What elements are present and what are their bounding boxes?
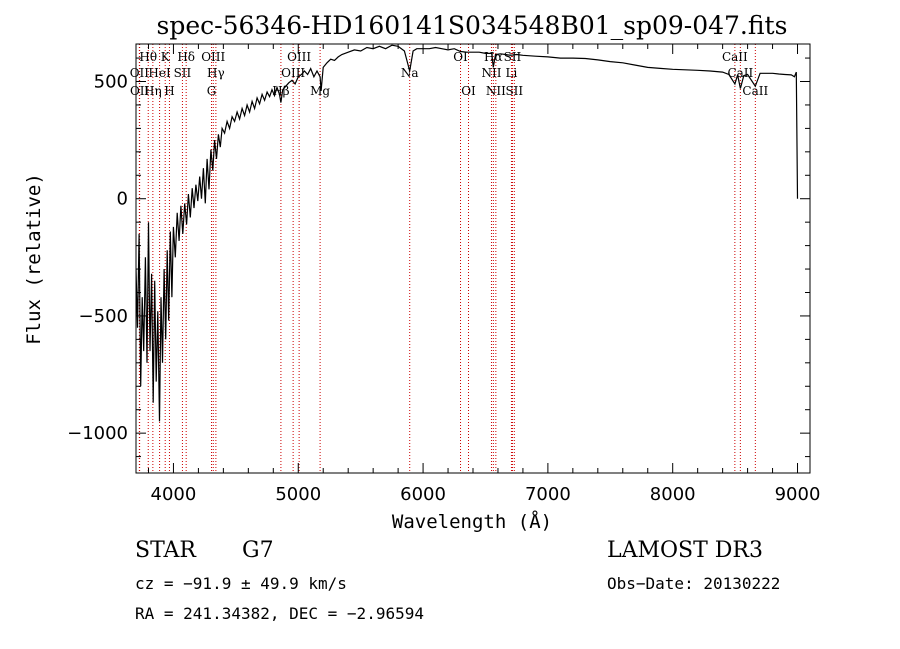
spectral-line-label: SII <box>505 84 523 98</box>
y-tick-label: −500 <box>79 306 128 327</box>
spectral-line-label: OIII <box>287 50 311 64</box>
spectral-line-label: OI <box>461 84 476 98</box>
spectral-line-label: Na <box>401 66 419 80</box>
spectral-line-label: NII <box>481 66 501 80</box>
x-tick-label: 6000 <box>400 484 446 505</box>
spectral-line-label: Li <box>506 66 518 80</box>
spectral-line-label: H <box>164 84 174 98</box>
plot-frame <box>135 43 811 474</box>
x-tick-label: 5000 <box>275 484 321 505</box>
spectrum-series-line <box>136 44 799 422</box>
spectral-line-label: Hβ <box>272 84 289 98</box>
spectral-line-label: Hγ <box>207 66 225 80</box>
spectral-line-label: Mg <box>310 84 330 98</box>
x-tick-label: 9000 <box>775 484 821 505</box>
y-axis-label: Flux (relative) <box>23 173 45 345</box>
spectral-line-label: OII <box>130 84 150 98</box>
spectral-line-label: K <box>161 50 171 64</box>
spectral-line-label: OII <box>130 66 150 80</box>
spectral-line-label: CaII <box>722 50 748 64</box>
spectral-line-label: OIII <box>281 66 305 80</box>
y-tick-label: 500 <box>94 72 128 93</box>
spectral-line-label: Hδ <box>177 50 195 64</box>
spectral-line-label: SII <box>174 66 192 80</box>
spectral-line-label: OIII <box>201 50 225 64</box>
observation-date: Obs−Date: 20130222 <box>607 574 781 593</box>
survey-name: LAMOST DR3 <box>607 538 763 563</box>
spectral-line-label: HeI <box>148 66 171 80</box>
x-tick-label: 8000 <box>650 484 696 505</box>
redshift-cz: cz = −91.9 ± 49.9 km/s <box>135 574 347 593</box>
spectral-line-label: NII <box>486 84 506 98</box>
spectral-line-label: Hη <box>144 84 162 98</box>
spectral-line-label: OI <box>453 50 468 64</box>
spectral-line-label: SII <box>504 50 522 64</box>
object-class: STAR <box>135 538 196 563</box>
spectral-line-label: CaII <box>742 84 768 98</box>
spectral-line-label: G <box>207 84 217 98</box>
x-axis-label: Wavelength (Å) <box>392 510 552 533</box>
y-tick-label: −1000 <box>67 423 128 444</box>
spectral-line-label: Hα <box>484 50 503 64</box>
object-subclass: G7 <box>242 538 274 563</box>
chart-title: spec-56346-HD160141S034548B01_sp09-047.f… <box>157 11 788 40</box>
x-tick-label: 4000 <box>151 484 197 505</box>
spectral-line-label: Hθ <box>139 50 157 64</box>
x-tick-label: 7000 <box>525 484 571 505</box>
coordinates: RA = 241.34382, DEC = −2.96594 <box>135 604 424 623</box>
y-tick-label: 0 <box>117 189 128 210</box>
spectral-line-label: CaII <box>727 66 753 80</box>
